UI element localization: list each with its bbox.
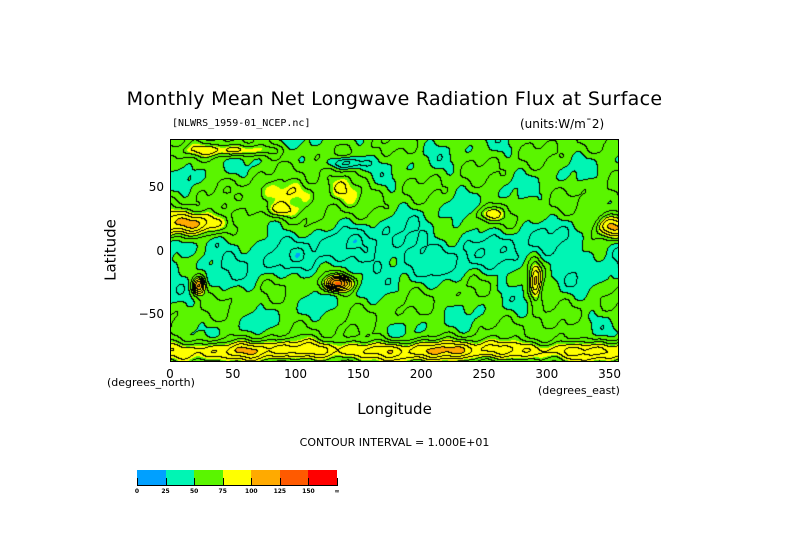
x-tick-label: 50 <box>225 367 241 381</box>
colorbar-label: 75 <box>218 488 227 495</box>
colorbar-label: 0 <box>134 488 140 495</box>
colorbar-swatch <box>251 470 280 485</box>
colorbar-swatch <box>194 470 223 485</box>
colorbar-swatch <box>308 470 338 485</box>
y-axis-label: Latitude <box>101 219 120 281</box>
y-tick-label: 50 <box>148 180 164 195</box>
y-axis-units: (degrees_north) <box>107 376 195 389</box>
colorbar-label: 150 <box>302 488 315 495</box>
colorbar-tick <box>337 478 338 486</box>
colorbar-label: 25 <box>161 488 170 495</box>
colorbar-tick <box>251 478 253 486</box>
colorbar <box>137 470 338 486</box>
colorbar-swatch <box>222 470 252 485</box>
x-axis-label: Longitude <box>357 400 432 418</box>
plot-area <box>170 139 619 362</box>
colorbar-swatch <box>165 470 195 485</box>
x-tick-label: 250 <box>472 367 496 381</box>
x-tick-label: 100 <box>284 367 308 381</box>
x-tick-label: 200 <box>409 367 433 381</box>
file-label: [NLWRS_1959-01_NCEP.nc] <box>172 118 311 129</box>
colorbar-tick <box>165 478 167 486</box>
x-tick-label: 0 <box>166 367 174 381</box>
colorbar-label: ∞ <box>334 488 340 495</box>
x-tick-label: 350 <box>598 367 622 381</box>
colorbar-swatch <box>137 470 166 485</box>
chart-title: Monthly Mean Net Longwave Radiation Flux… <box>126 88 663 110</box>
contour-interval-label: CONTOUR INTERVAL = 1.000E+01 <box>299 436 490 449</box>
colorbar-label: 125 <box>273 488 287 495</box>
y-tick-label: 0 <box>156 243 164 258</box>
colorbar-tick <box>222 478 224 486</box>
colorbar-label: 100 <box>245 488 258 495</box>
units-label: (units:W/m¯2) <box>520 117 605 131</box>
colorbar-tick <box>308 478 310 486</box>
x-tick-label: 300 <box>535 367 559 381</box>
colorbar-tick <box>137 478 138 486</box>
colorbar-tick <box>279 478 281 486</box>
colorbar-tick <box>194 478 196 486</box>
x-tick-label: 150 <box>346 367 370 381</box>
x-axis-units: (degrees_east) <box>538 384 620 397</box>
colorbar-swatch <box>279 470 309 485</box>
colorbar-label: 50 <box>189 488 199 495</box>
contour-map <box>171 140 618 361</box>
y-tick-label: −50 <box>138 306 164 321</box>
